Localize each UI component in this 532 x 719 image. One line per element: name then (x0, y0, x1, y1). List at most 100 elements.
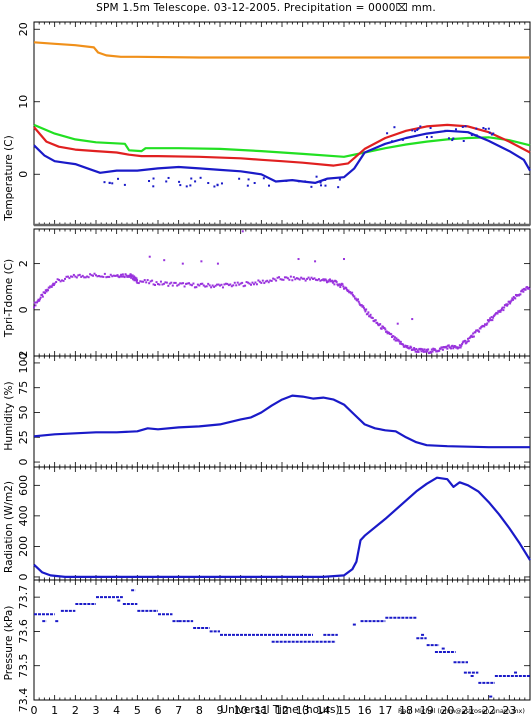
y-tick-label: 50 (17, 405, 30, 419)
data-point (210, 286, 213, 289)
data-point (289, 275, 292, 278)
data-point (74, 275, 77, 278)
data-point (164, 281, 167, 284)
pressure-dot (514, 671, 518, 674)
data-point (425, 348, 428, 351)
data-point (300, 276, 303, 279)
data-point (360, 304, 363, 307)
data-point (367, 311, 370, 314)
data-point (422, 350, 425, 353)
data-point (393, 126, 396, 129)
data-point (464, 339, 467, 342)
data-point (55, 281, 58, 284)
data-point (100, 275, 103, 278)
data-point (509, 302, 512, 305)
data-point (351, 291, 354, 294)
data-point (505, 303, 508, 306)
data-point (320, 279, 323, 282)
data-point (235, 284, 238, 287)
data-point (382, 325, 385, 328)
y-tick-label: 400 (17, 505, 30, 526)
data-point (500, 307, 503, 310)
data-point (357, 300, 360, 303)
data-point (490, 133, 493, 136)
data-point (248, 282, 251, 285)
data-point (331, 281, 334, 284)
data-point (313, 277, 316, 280)
data-point (123, 183, 126, 186)
data-point (297, 277, 300, 280)
data-point (44, 289, 47, 292)
data-point (224, 282, 227, 285)
data-point (216, 184, 219, 187)
data-point (165, 180, 168, 183)
data-point (116, 274, 119, 277)
data-point (219, 284, 221, 287)
data-point (223, 283, 226, 286)
data-point (413, 347, 416, 350)
x-tick-label: 21 (461, 704, 475, 717)
data-point (471, 335, 474, 338)
data-point (458, 344, 461, 347)
data-point (267, 281, 270, 284)
data-point (336, 283, 339, 286)
x-tick-label: 16 (358, 704, 372, 717)
data-point (434, 349, 437, 352)
data-point (188, 282, 190, 285)
x-tick-label: 20 (440, 704, 454, 717)
data-point (168, 282, 171, 285)
data-point (281, 278, 283, 281)
data-point (38, 299, 41, 302)
data-point (450, 347, 453, 350)
chart-title: SPM 1.5m Telescope. 03-12-2005. Precipit… (96, 2, 436, 14)
data-point (33, 301, 36, 304)
data-point (226, 282, 229, 285)
data-point (41, 293, 44, 296)
data-point (466, 340, 469, 343)
data-point (171, 284, 174, 287)
data-point (500, 309, 503, 312)
data-point (384, 328, 387, 331)
data-point (288, 278, 291, 281)
data-point (416, 128, 419, 131)
data-point (62, 279, 65, 282)
data-point (102, 275, 105, 278)
data-point (353, 295, 356, 298)
data-point (227, 284, 230, 287)
data-point (316, 279, 319, 282)
data-point (124, 273, 127, 276)
data-point (283, 276, 286, 279)
data-point (173, 281, 176, 284)
x-tick-label: 4 (113, 704, 120, 717)
data-point (467, 337, 469, 340)
data-point (499, 310, 502, 313)
data-point (390, 333, 393, 336)
data-point (362, 306, 365, 309)
data-point (154, 284, 157, 287)
data-point (376, 321, 379, 324)
data-point (433, 348, 436, 351)
data-point (190, 284, 193, 287)
data-point (148, 180, 151, 183)
data-point (39, 296, 42, 299)
x-tick-label: 17 (378, 704, 392, 717)
data-point (486, 319, 489, 322)
data-point (143, 279, 146, 282)
data-point (291, 279, 294, 282)
data-point (262, 177, 265, 180)
data-point (461, 341, 464, 344)
data-point (417, 350, 420, 353)
data-point (139, 280, 142, 283)
data-point (479, 327, 482, 330)
data-point (463, 130, 466, 133)
data-point (357, 298, 360, 301)
data-point (447, 137, 450, 140)
x-tick-label: 3 (93, 704, 100, 717)
data-point (71, 275, 74, 278)
data-point (297, 180, 300, 183)
data-point (310, 276, 313, 279)
data-point (140, 280, 143, 283)
data-point (294, 278, 297, 281)
data-point (351, 293, 354, 296)
data-point (276, 276, 279, 279)
